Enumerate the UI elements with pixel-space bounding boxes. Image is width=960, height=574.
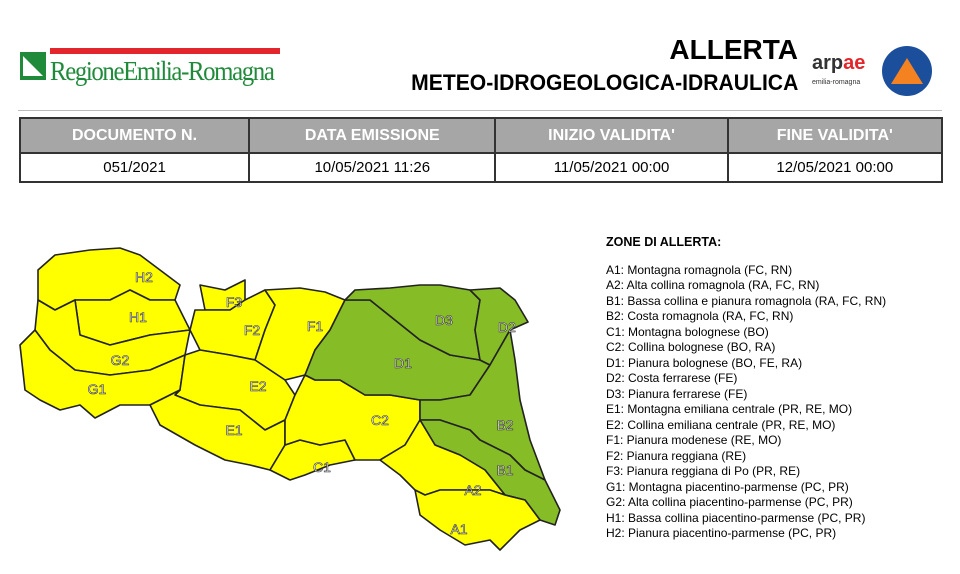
header-fine: FINE VALIDITA' <box>726 117 944 154</box>
legend-item: A1: Montagna romagnola (FC, RN) <box>606 262 793 277</box>
page-title: ALLERTA <box>669 34 798 65</box>
legend-item: H1: Bassa collina piacentino-parmense (P… <box>606 510 866 525</box>
zone-a1 <box>414 489 541 551</box>
zone-label-f1: F1 <box>307 318 324 334</box>
zone-label-e1: E1 <box>225 422 242 438</box>
zone-label-a2: A2 <box>464 482 481 498</box>
zone-label-d1: D1 <box>394 355 412 371</box>
zone-label-f3: F3 <box>226 294 243 310</box>
zone-label-h1: H1 <box>129 309 147 325</box>
legend-item: E2: Collina emiliana centrale (PR, RE, M… <box>606 417 836 432</box>
header-documento: DOCUMENTO N. <box>18 117 251 154</box>
bulletin-info-table: DOCUMENTO N. DATA EMISSIONE INIZIO VALIDIT… <box>18 117 944 183</box>
header-inizio: INIZIO VALIDITA' <box>494 117 729 154</box>
zone-label-c2: C2 <box>371 412 389 428</box>
arpae-logo-sub: emilia-romagna <box>812 79 861 86</box>
data-emissione-value: 10/05/2021 11:26 <box>248 152 497 183</box>
legend-item: C1: Montagna bolognese (BO) <box>606 324 769 339</box>
zone-label-g1: G1 <box>88 381 107 397</box>
legend-title: ZONE DI ALLERTA: <box>606 235 722 249</box>
zone-label-h2: H2 <box>135 269 153 285</box>
legend-item: H2: Pianura piacentino-parmense (PC, PR) <box>606 526 837 540</box>
fine-value: 12/05/2021 00:00 <box>726 152 944 183</box>
legend-item: F3: Pianura reggiana di Po (PR, RE) <box>606 464 801 478</box>
legend-item: D2: Costa ferrarese (FE) <box>606 371 738 385</box>
header-data-emissione: DATA EMISSIONE <box>248 117 497 154</box>
zone-label-e2: E2 <box>249 378 266 394</box>
legend-item: C2: Collina bolognese (BO, RA) <box>606 340 776 354</box>
legend-item: B2: Costa romagnola (RA, FC, RN) <box>606 309 794 323</box>
zone-label-d3: D3 <box>435 312 453 328</box>
legend-item: G1: Montagna piacentino-parmense (PC, PR… <box>606 479 849 494</box>
zone-label-c1: C1 <box>313 459 331 475</box>
legend-item: A2: Alta collina romagnola (RA, FC, RN) <box>606 278 820 292</box>
zone-label-b2: B2 <box>496 417 513 433</box>
legend-item: D3: Pianura ferrarese (FE) <box>606 386 748 401</box>
legend-item: D1: Pianura bolognese (BO, FE, RA) <box>606 355 803 370</box>
zone-label-a1: A1 <box>450 521 467 537</box>
regione-logo: RegioneEmilia-Romagna <box>20 48 280 86</box>
arpae-logo: arpae <box>812 52 866 74</box>
legend-item: B1: Bassa collina e pianura romagnola (R… <box>606 293 887 308</box>
divider <box>18 110 942 111</box>
page-subtitle: METEO-IDROGEOLOGICA-IDRAULICA <box>410 70 798 95</box>
zone-label-f2: F2 <box>244 322 261 338</box>
protezione-civile-logo <box>882 46 932 96</box>
zone-label-d2: D2 <box>498 319 516 335</box>
zone-label-b1: B1 <box>496 462 513 478</box>
legend-item: G2: Alta collina piacentino-parmense (PC… <box>606 495 853 509</box>
logo-text: RegioneEmilia-Romagna <box>50 56 275 86</box>
legend-item: E1: Montagna emiliana centrale (PR, RE, … <box>606 402 853 416</box>
zone-label-g2: G2 <box>111 352 130 368</box>
documento-value: 051/2021 <box>18 152 251 183</box>
inizio-value: 11/05/2021 00:00 <box>494 152 729 183</box>
legend-item: F2: Pianura reggiana (RE) <box>606 448 747 463</box>
legend-item: F1: Pianura modenese (RE, MO) <box>606 433 782 447</box>
zones-legend: ZONE DI ALLERTA: A1: Montagna romagnola … <box>606 235 886 542</box>
